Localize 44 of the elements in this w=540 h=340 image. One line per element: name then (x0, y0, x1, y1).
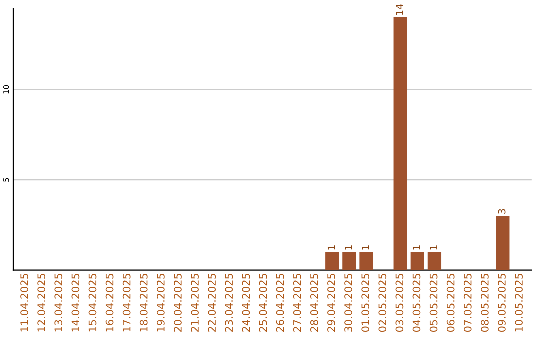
x-tick-label: 14.04.2025 (72, 274, 80, 332)
x-tick-label: 19.04.2025 (157, 274, 165, 332)
x-tick-label: 22.04.2025 (208, 274, 216, 332)
x-tick-label: 07.05.2025 (464, 274, 472, 332)
x-tick-label: 15.04.2025 (88, 274, 97, 332)
x-tick-label: 12.04.2025 (38, 274, 46, 332)
bar (496, 216, 510, 270)
data-label: 1 (413, 246, 420, 250)
bar (360, 252, 374, 270)
x-tick-label: 24.04.2025 (242, 274, 250, 332)
x-tick-label: 10.05.2025 (515, 274, 523, 332)
x-tick-label: 18.04.2025 (140, 274, 148, 332)
x-tick-label: 08.05.2025 (481, 274, 489, 332)
x-tick-label: 01.05.2025 (362, 274, 370, 332)
x-tick-label: 13.04.2025 (54, 274, 63, 332)
data-label: 1 (362, 246, 370, 250)
x-tick-label: 02.05.2025 (378, 274, 387, 332)
data-label: 1 (345, 246, 352, 250)
bar (326, 252, 340, 270)
data-label: 14 (396, 4, 404, 16)
x-tick-label: 25.04.2025 (259, 274, 268, 332)
data-label: 3 (498, 209, 506, 214)
x-tick-label: 21.04.2025 (191, 274, 199, 332)
bar (394, 18, 408, 270)
x-tick-label: 11.04.2025 (20, 274, 28, 332)
x-tick-label: 04.05.2025 (412, 274, 421, 332)
bar (410, 252, 424, 270)
bar (342, 252, 356, 270)
x-tick-label: 06.05.2025 (446, 274, 455, 332)
x-tick-label: 29.04.2025 (328, 274, 336, 332)
x-tick-label: 17.04.2025 (122, 274, 131, 332)
x-tick-label: 30.04.2025 (344, 274, 352, 332)
x-tick-label: 05.05.2025 (430, 274, 438, 332)
x-tick-label: 16.04.2025 (106, 274, 114, 332)
data-label: 1 (328, 246, 336, 250)
x-tick-label: 26.04.2025 (276, 274, 284, 332)
bar (428, 252, 442, 270)
x-tick-label: 20.04.2025 (174, 274, 182, 332)
x-tick-label: 27.04.2025 (293, 274, 302, 332)
x-tick-label: 23.04.2025 (225, 274, 234, 332)
x-tick-label: 09.05.2025 (498, 274, 506, 332)
data-label: 1 (430, 246, 438, 250)
x-tick-label: 28.04.2025 (310, 274, 318, 332)
x-tick-label: 03.05.2025 (396, 274, 404, 332)
